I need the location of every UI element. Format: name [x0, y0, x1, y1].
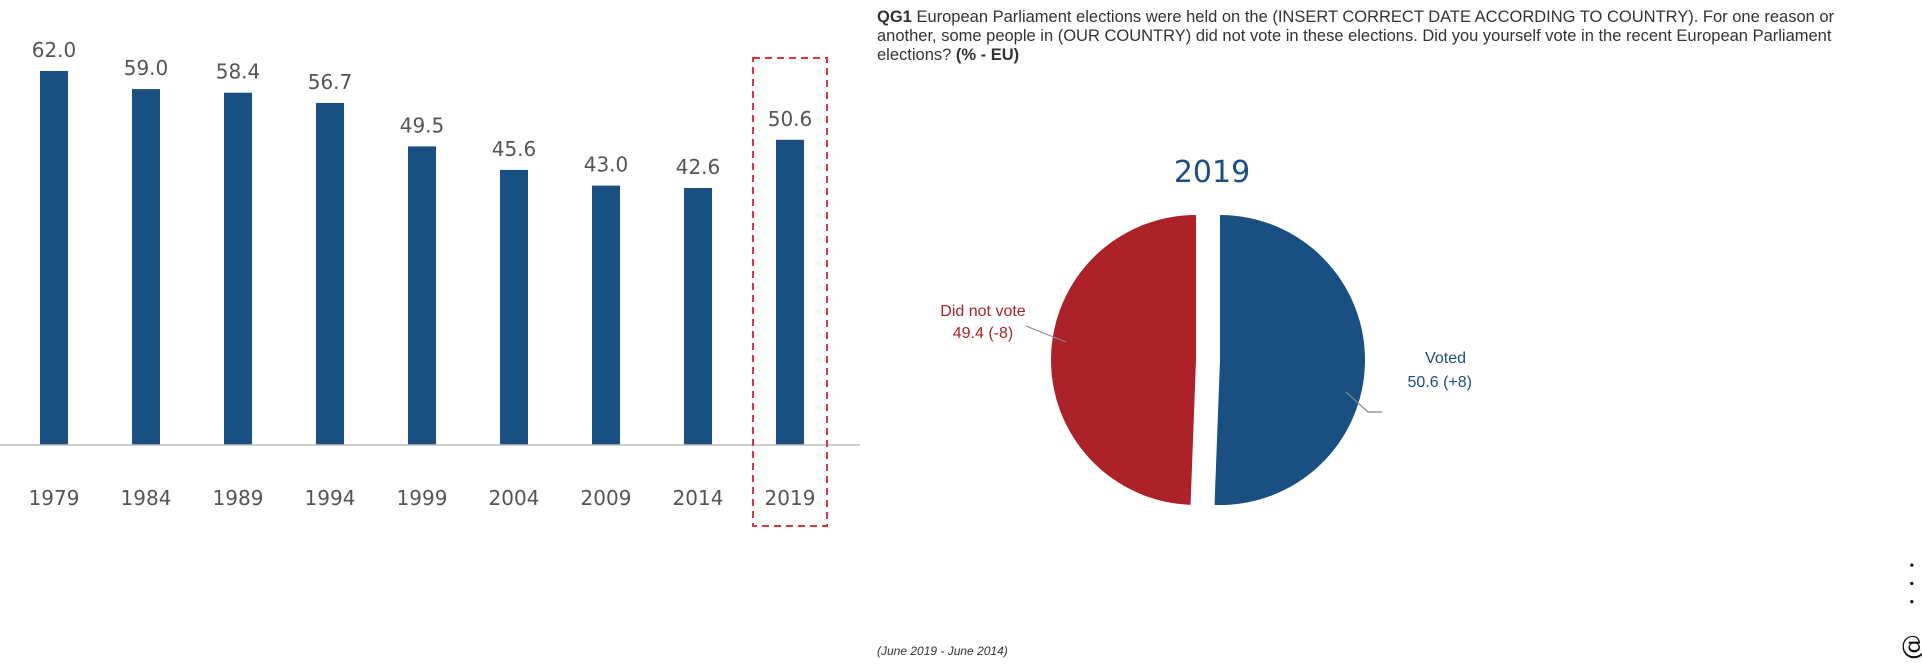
bar-1994 — [316, 102, 344, 445]
x-tick-label: 2019 — [765, 486, 816, 510]
bar-2009 — [592, 185, 620, 445]
x-tick-label: 1979 — [29, 486, 80, 510]
bar-1989 — [224, 92, 252, 445]
survey-question: QG1 European Parliament elections were h… — [877, 8, 1857, 65]
bars-layer: 62.0 1979 59.0 1984 58.4 1989 56.7 1994 49.5 1999… — [29, 38, 816, 510]
pie-title: 2019 — [1174, 155, 1250, 190]
pie-slice-did-not-vote — [1051, 215, 1196, 505]
bar-1984 — [132, 89, 160, 445]
bar-value-label: 59.0 — [124, 56, 169, 80]
pie-slice-voted — [1214, 215, 1366, 506]
pie-label-did-not-vote: Did not vote — [940, 303, 1025, 320]
bar-value-label: 58.4 — [216, 60, 261, 84]
x-tick-label: 1999 — [397, 486, 448, 510]
x-tick-label: 2014 — [673, 486, 724, 510]
turnout-bar-chart: 62.0 1979 59.0 1984 58.4 1989 56.7 1994 49.5 1999… — [0, 38, 860, 527]
bar-2004 — [500, 169, 528, 446]
highlight-box-2019 — [752, 57, 828, 527]
pie-chart-2019: 2019 Voted 50.6 (+8) Did not vote 49.4 (-8) — [940, 155, 1472, 506]
bar-value-label: 42.6 — [676, 155, 721, 179]
pie-label-voted: Voted — [1425, 350, 1466, 367]
leader-line-did-not-vote — [1025, 325, 1067, 343]
bar-value-label: 49.5 — [400, 113, 445, 137]
side-text-label: @ ··· — [1898, 550, 1922, 660]
bar-2019 — [776, 139, 804, 445]
x-tick-label: 1994 — [305, 486, 356, 510]
x-tick-label: 1984 — [121, 486, 172, 510]
x-tick-label: 2004 — [489, 486, 540, 510]
leader-line-voted — [1345, 391, 1382, 413]
pie-value-voted: 50.6 (+8) — [1408, 374, 1472, 391]
bar-1999 — [408, 146, 436, 445]
footnote: (June 2019 - June 2014) — [877, 644, 1008, 658]
side-text: @ ··· — [1850, 330, 1922, 660]
bar-2014 — [684, 188, 712, 445]
bar-value-label: 50.6 — [768, 107, 813, 131]
pie-value-did-not-vote: 49.4 (-8) — [953, 325, 1013, 342]
pie-layer: Voted 50.6 (+8) Did not vote 49.4 (-8) — [940, 215, 1472, 506]
bar-value-label: 62.0 — [32, 38, 77, 62]
question-code: QG1 — [877, 8, 912, 26]
question-unit: (% - EU) — [955, 46, 1020, 64]
x-tick-label: 2009 — [581, 486, 632, 510]
bar-value-label: 45.6 — [492, 137, 537, 161]
bar-value-label: 43.0 — [584, 153, 629, 177]
x-tick-label: 1989 — [213, 486, 264, 510]
question-text: European Parliament elections were held … — [877, 8, 1835, 64]
bar-value-label: 56.7 — [308, 70, 353, 94]
bar-1979 — [40, 71, 68, 445]
